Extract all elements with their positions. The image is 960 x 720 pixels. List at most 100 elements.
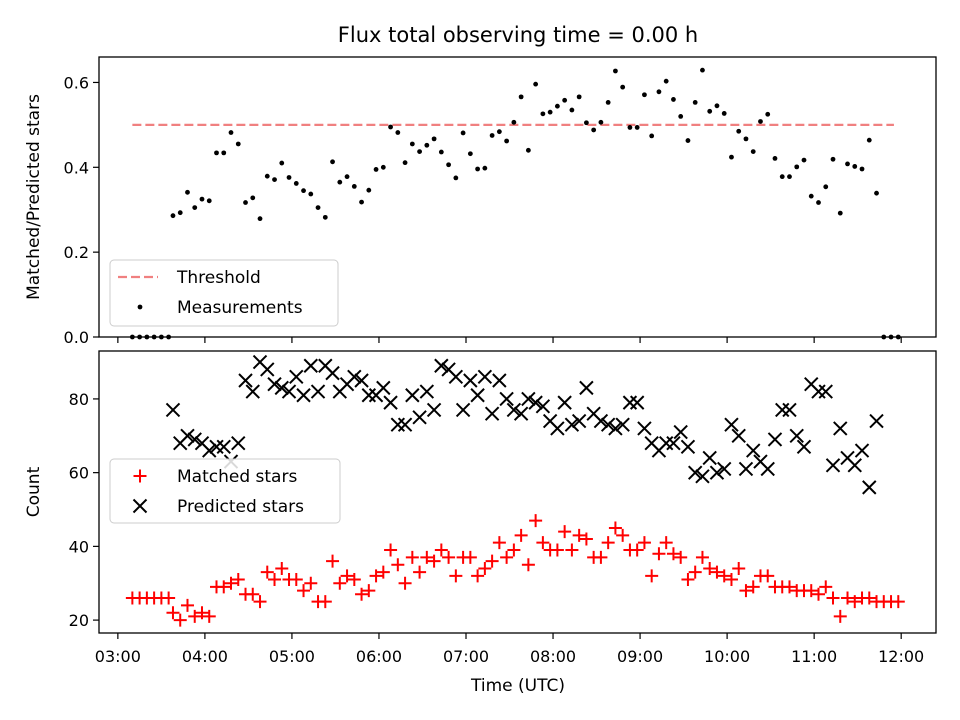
- matched-stars-point: [173, 613, 187, 627]
- measurements-point: [482, 165, 488, 171]
- predicted-stars-point: [825, 458, 841, 473]
- predicted-stars-point: [724, 417, 739, 432]
- predicted-stars-point: [789, 428, 804, 443]
- predicted-stars-point: [695, 469, 710, 484]
- matched-stars-point: [398, 576, 412, 590]
- predicted-stars-point: [296, 388, 311, 403]
- matched-stars-point: [442, 550, 456, 564]
- measurements-point: [214, 150, 219, 156]
- plot-data: [129, 67, 901, 340]
- legend-label: Matched stars: [177, 467, 297, 487]
- matched-stars-point: [463, 550, 477, 564]
- matched-stars-point: [166, 606, 180, 620]
- predicted-stars-point: [818, 384, 833, 399]
- predicted-stars-point: [180, 428, 195, 443]
- predicted-stars-point: [274, 380, 289, 396]
- measurements-point: [743, 136, 749, 142]
- predicted-stars-point: [412, 410, 427, 425]
- predicted-stars-point: [470, 388, 485, 403]
- measurements-point: [511, 119, 517, 125]
- measurements-point: [409, 141, 415, 147]
- y-tick-label: 0.2: [64, 243, 89, 262]
- x-tick-label: 08:00: [530, 647, 576, 666]
- matched-stars-point: [645, 569, 659, 583]
- measurements-point: [206, 198, 212, 204]
- measurements-point: [286, 175, 292, 180]
- predicted-stars-point: [354, 373, 369, 388]
- predicted-stars-point: [397, 417, 413, 432]
- y-tick-label: 20: [69, 611, 89, 630]
- predicted-stars-point: [405, 388, 420, 403]
- measurements-point: [395, 130, 401, 135]
- predicted-stars-point: [281, 384, 297, 399]
- matched-stars-point: [304, 576, 318, 590]
- matched-stars-point: [529, 514, 543, 528]
- predicted-stars-point: [187, 432, 202, 447]
- measurements-point: [859, 166, 865, 172]
- predicted-stars-point: [564, 417, 580, 432]
- plot-data: [125, 354, 905, 627]
- measurements-point: [823, 184, 829, 190]
- x-axis-label: Time (UTC): [470, 676, 565, 696]
- measurements-point: [736, 128, 742, 134]
- predicted-stars-point: [687, 465, 703, 480]
- ratio-plot: 0.0 0.2 0.4 0.6 Matched/Predicted stars Thres…: [24, 56, 937, 347]
- matched-stars-point: [746, 580, 760, 594]
- measurements-point: [315, 205, 321, 211]
- measurements-point: [801, 157, 807, 163]
- matched-stars-point: [659, 536, 673, 550]
- x-tick-label: 05:00: [269, 647, 315, 666]
- predicted-stars-point: [383, 395, 398, 410]
- measurements-point: [199, 196, 205, 202]
- predicted-stars-point: [847, 458, 862, 473]
- matched-stars-point: [717, 569, 731, 583]
- measurements-point: [569, 107, 575, 113]
- matched-stars-point: [826, 591, 840, 605]
- measurements-point: [460, 130, 466, 136]
- matched-stars-point: [514, 528, 528, 542]
- measurements-point: [533, 81, 539, 87]
- x-tick-label: 11:00: [791, 647, 837, 666]
- measurements-point: [402, 160, 408, 166]
- measurements-point: [301, 188, 306, 194]
- measurements-point: [642, 92, 647, 98]
- matched-stars-point: [782, 580, 796, 594]
- predicted-stars-point: [550, 421, 565, 436]
- matched-stars-point: [710, 565, 724, 579]
- matched-stars-point: [333, 576, 347, 590]
- matched-stars-point: [362, 584, 376, 598]
- predicted-stars-point: [506, 402, 522, 418]
- matched-stars-point: [492, 536, 506, 550]
- matched-stars-point: [507, 543, 521, 557]
- predicted-stars-point: [202, 443, 217, 458]
- predicted-stars-point: [245, 384, 260, 399]
- predicted-stars-point: [499, 391, 514, 407]
- predicted-stars-point: [513, 406, 529, 421]
- measurements-point: [417, 149, 422, 155]
- measurements-point: [830, 156, 836, 162]
- predicted-stars-point: [833, 421, 848, 436]
- matched-stars-point: [449, 569, 463, 583]
- matched-stars-point: [318, 595, 332, 609]
- predicted-stars-point: [782, 402, 797, 418]
- matched-stars-point: [391, 558, 405, 572]
- matched-stars-point: [579, 532, 593, 546]
- predicted-stars-point: [760, 461, 775, 477]
- predicted-stars-point: [303, 358, 318, 373]
- measurements-point: [584, 120, 589, 126]
- predicted-stars-point: [862, 480, 877, 495]
- measurements-point: [388, 124, 393, 130]
- matched-stars-point: [565, 543, 579, 557]
- y-tick-label: 0.0: [64, 328, 89, 347]
- predicted-stars-point: [571, 413, 587, 429]
- matched-stars-point: [347, 573, 361, 587]
- predicted-stars-point: [673, 424, 688, 440]
- measurements-point: [330, 159, 335, 165]
- predicted-stars-point: [528, 395, 543, 410]
- x-tick-label: 04:00: [182, 647, 228, 666]
- y-tick-label: 80: [69, 390, 89, 409]
- predicted-stars-point: [738, 461, 754, 477]
- matched-stars-point: [405, 550, 419, 564]
- predicted-stars-point: [746, 443, 761, 458]
